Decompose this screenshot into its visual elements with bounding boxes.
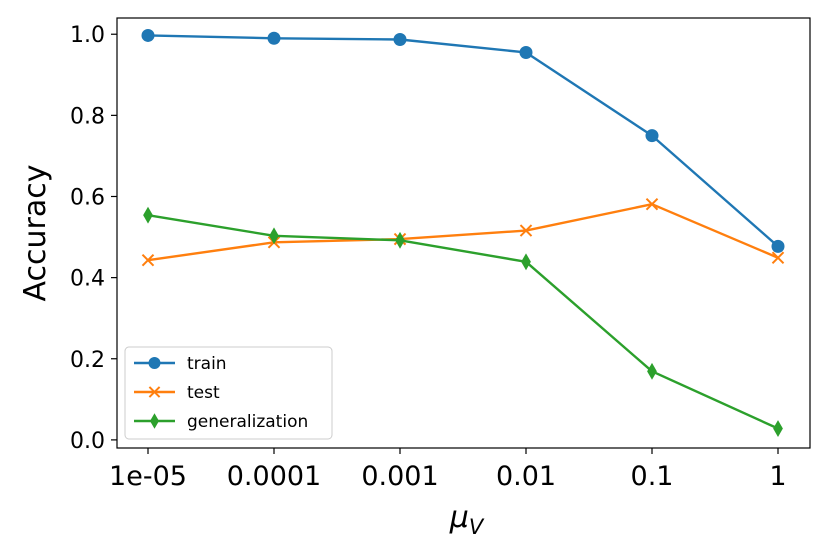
series-line-generalization — [147, 213, 779, 430]
plot-area-frame — [116, 17, 811, 449]
data-point-circle — [141, 28, 155, 42]
y-tick-label: 0.6 — [70, 185, 105, 210]
data-point-x — [148, 386, 161, 398]
data-point-diamond — [521, 253, 531, 271]
data-point-diamond — [150, 413, 159, 429]
x-axis-label-symbol: μ — [449, 500, 469, 535]
data-point-x-stroke — [141, 253, 155, 267]
data-point-circle — [771, 239, 785, 253]
x-tick-label: 1 — [769, 461, 786, 492]
legend-label: train — [187, 354, 227, 374]
legend-frame — [124, 346, 333, 440]
data-point-circle — [267, 31, 281, 45]
series-line-test — [147, 202, 779, 262]
y-tick-label: 0.0 — [70, 429, 105, 454]
data-point-diamond — [395, 231, 405, 249]
data-point-x — [519, 224, 533, 237]
data-point-diamond — [773, 420, 783, 437]
x-axis-label: μV — [449, 500, 485, 539]
y-tick-label: 0.4 — [70, 267, 105, 292]
series-line-train — [147, 34, 779, 248]
data-point-diamond — [647, 362, 657, 380]
series-train — [141, 28, 785, 253]
data-point-x-stroke — [148, 386, 161, 398]
data-point-circle — [645, 129, 659, 143]
legend-entry-generalization: generalization — [134, 412, 308, 432]
y-tick-label: 1.0 — [70, 23, 105, 48]
legend: train test generalization — [124, 346, 333, 440]
series-test — [141, 197, 785, 267]
data-point-circle — [519, 45, 533, 59]
x-axis-ticks: 1e-05 0.0001 0.001 0.01 0.1 1 — [109, 448, 787, 492]
data-point-x — [141, 253, 155, 267]
data-point-diamond — [143, 206, 153, 224]
x-tick-label: 0.01 — [496, 461, 556, 492]
data-point-diamond — [269, 227, 279, 245]
x-tick-label: 1e-05 — [109, 461, 187, 492]
legend-label: generalization — [187, 412, 308, 432]
data-point-x — [645, 197, 659, 211]
series-generalization — [143, 206, 783, 437]
data-point-x-stroke — [645, 197, 659, 211]
x-axis-label-subscript: V — [469, 515, 485, 539]
legend-label: test — [187, 383, 220, 403]
y-axis-label: Accuracy — [18, 165, 53, 302]
data-point-circle — [393, 33, 407, 46]
data-point-circle — [148, 357, 161, 369]
data-point-x-stroke — [771, 251, 785, 264]
data-point-x-stroke — [519, 224, 533, 237]
y-axis-ticks: 0.0 0.2 0.4 0.6 0.8 1.0 — [70, 23, 117, 454]
data-point-x — [771, 251, 785, 264]
x-tick-label: 0.001 — [361, 461, 438, 492]
x-tick-label: 0.0001 — [227, 461, 321, 492]
legend-entry-train: train — [134, 354, 227, 374]
x-tick-label: 0.1 — [631, 461, 674, 492]
y-tick-label: 0.8 — [70, 104, 105, 129]
legend-entry-test: test — [134, 383, 220, 403]
y-tick-label: 0.2 — [70, 348, 105, 373]
series-layer — [141, 28, 785, 437]
